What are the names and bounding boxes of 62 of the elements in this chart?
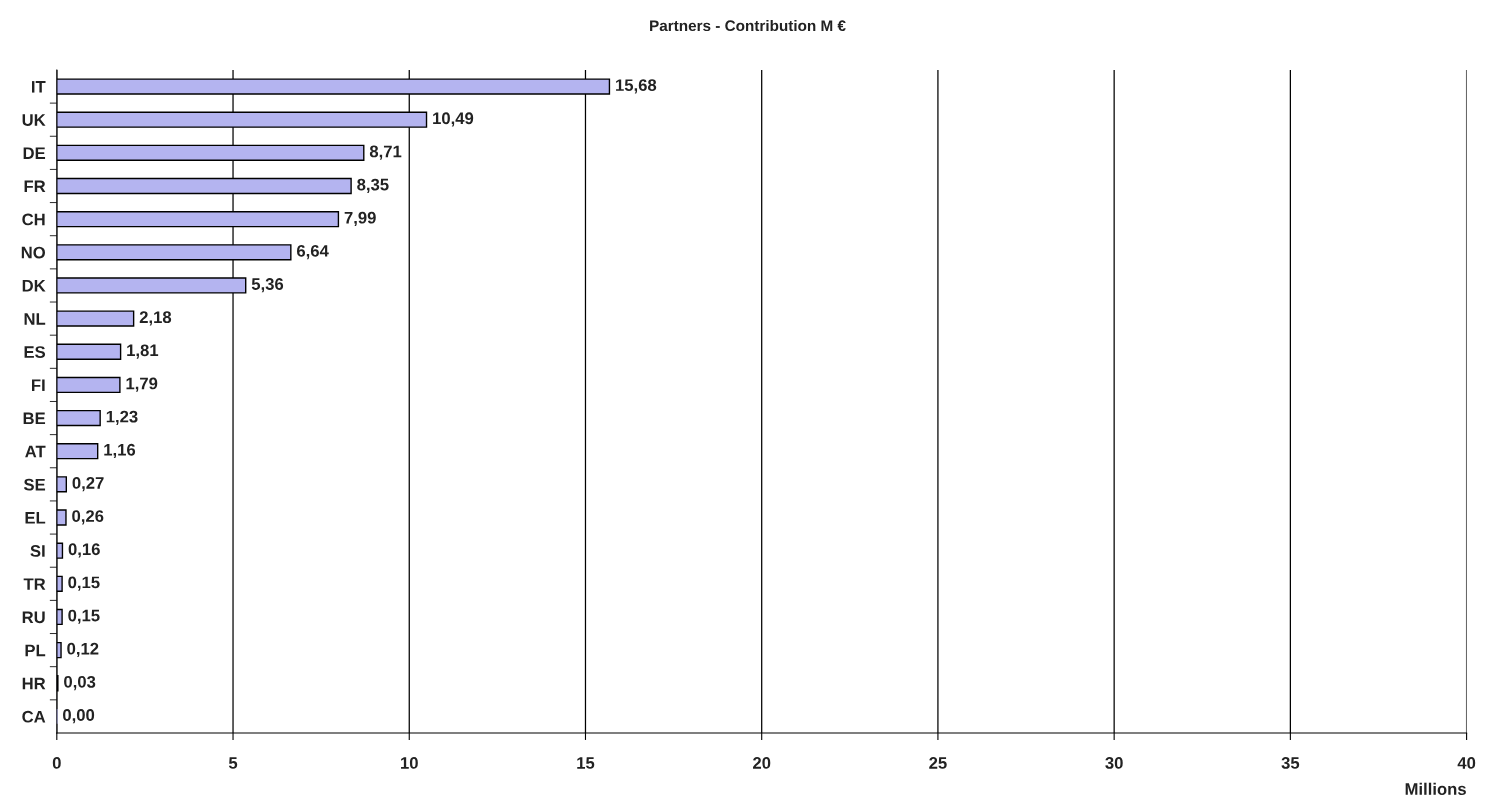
x-tick-label: 40 xyxy=(1457,757,1476,769)
bar xyxy=(56,343,122,360)
bar xyxy=(56,376,121,394)
y-tick-label: CA xyxy=(22,710,46,723)
x-tick-label: 0 xyxy=(52,757,61,769)
data-label: 8,71 xyxy=(369,145,402,160)
y-tick-label: TR xyxy=(23,578,46,590)
data-label: 0,16 xyxy=(68,543,100,558)
data-label: 1,79 xyxy=(126,377,158,392)
data-label: 1,81 xyxy=(127,344,159,359)
data-label: 7,99 xyxy=(344,211,376,227)
data-label: 15,68 xyxy=(616,79,657,94)
x-tick-label: 25 xyxy=(929,757,947,769)
y-tick-label: FR xyxy=(24,180,46,193)
bar xyxy=(56,310,135,327)
data-label: 1,16 xyxy=(104,443,136,459)
x-tick-label: 20 xyxy=(753,757,771,769)
y-tick-label: DK xyxy=(22,280,46,292)
y-tick-label: IT xyxy=(32,81,46,93)
y-tick-label: NL xyxy=(24,313,46,325)
y-tick-label: DE xyxy=(23,147,46,159)
data-label: 0,15 xyxy=(68,576,100,591)
bar xyxy=(56,608,63,626)
x-tick-label: 5 xyxy=(228,757,238,769)
y-tick-label: NO xyxy=(21,246,45,259)
y-tick-label: RU xyxy=(22,611,45,624)
y-tick-label: PL xyxy=(25,644,46,657)
data-label: 0,03 xyxy=(64,675,96,691)
y-tick-label: CH xyxy=(22,213,45,226)
bar xyxy=(56,575,63,592)
data-label: 1,23 xyxy=(106,410,138,425)
chart-title: Partners - Contribution M € xyxy=(650,19,846,32)
data-label: 0,15 xyxy=(68,609,100,624)
x-tick-label: 30 xyxy=(1105,757,1123,769)
bar xyxy=(56,542,64,559)
data-label: 0,26 xyxy=(72,510,104,525)
x-tick-label: 35 xyxy=(1281,757,1300,769)
x-tick-label: 15 xyxy=(577,757,595,769)
bar xyxy=(56,509,67,526)
bar xyxy=(56,409,101,427)
y-tick-label: HR xyxy=(22,677,46,690)
y-tick-label: FI xyxy=(32,379,45,391)
data-label: 8,35 xyxy=(357,178,389,193)
data-label: 2,18 xyxy=(139,311,172,326)
data-label: 10,49 xyxy=(433,112,474,127)
y-tick-label: EL xyxy=(25,512,46,524)
y-tick-label: SI xyxy=(30,545,45,557)
bar xyxy=(56,443,99,460)
bar xyxy=(56,476,68,493)
x-axis-title: Millions xyxy=(1405,782,1466,795)
data-label: 0,00 xyxy=(63,709,95,724)
y-tick-label: BE xyxy=(23,412,46,425)
bar xyxy=(56,641,62,659)
y-tick-label: SE xyxy=(23,478,46,491)
y-tick-label: ES xyxy=(24,346,46,358)
y-tick-label: AT xyxy=(25,445,46,458)
data-label: 0,12 xyxy=(67,642,99,657)
y-tick-label: UK xyxy=(22,114,46,126)
data-label: 5,36 xyxy=(251,278,284,293)
data-label: 0,27 xyxy=(72,477,104,492)
x-tick-label: 10 xyxy=(401,757,418,769)
data-label: 6,64 xyxy=(297,244,329,260)
